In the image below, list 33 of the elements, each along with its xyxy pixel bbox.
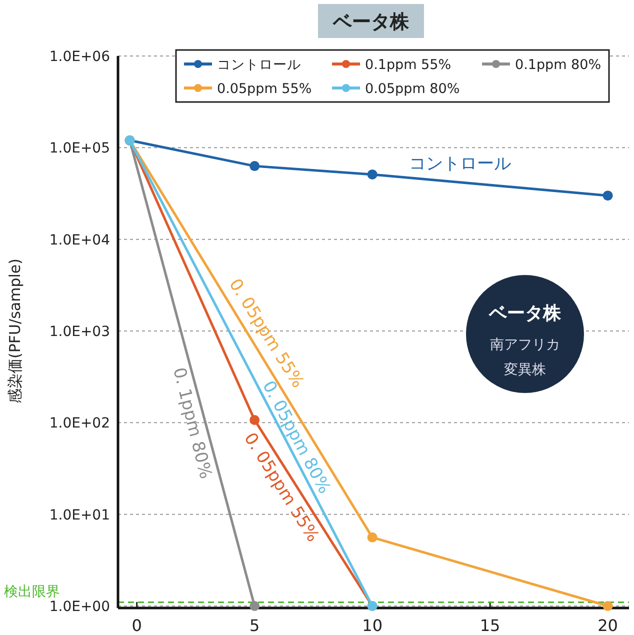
y-axis-title: 感染価(PFU/sample) (6, 258, 24, 404)
chart-title: ベータ株 (332, 11, 410, 33)
point (602, 190, 613, 201)
y-tick-label: 1.0E+02 (49, 416, 110, 432)
legend-label: 0.1ppm 55% (365, 57, 452, 73)
y-tick-label: 1.0E+05 (49, 140, 110, 157)
ref-line-label: 検出限界 (4, 584, 60, 600)
y-tick-label: 1.0E+06 (49, 49, 110, 65)
annotation: 0. 1ppm 80% (168, 366, 216, 481)
y-tick-label: 1.0E+00 (49, 599, 110, 615)
point (250, 601, 260, 611)
point (367, 169, 378, 180)
y-tick-label: 1.0E+04 (49, 232, 110, 248)
y-tick-label: 1.0E+03 (49, 324, 110, 340)
x-tick-label: 15 (480, 616, 500, 635)
y-tick-label: 1.0E+01 (49, 507, 110, 524)
point (250, 161, 260, 172)
x-tick-label: 0 (132, 616, 142, 635)
legend-label: コントロール (217, 57, 301, 73)
annotation: コントロール (409, 154, 511, 174)
legend-label: 0.05ppm 80% (365, 81, 460, 97)
title: ベータ株 (318, 4, 424, 38)
annotation: ベータ株 (488, 303, 562, 324)
x-tick-label: 5 (249, 616, 260, 635)
point (602, 601, 613, 611)
point (367, 532, 378, 542)
legend-label: 0.05ppm 55% (217, 81, 312, 97)
x-tick-label: 10 (362, 616, 382, 635)
point (250, 414, 260, 425)
annotation: 南アフリカ (490, 337, 560, 353)
x-tick-label: 20 (598, 616, 618, 635)
legend-label: 0.1ppm 80% (515, 57, 602, 73)
annotation: 変異株 (504, 362, 546, 378)
